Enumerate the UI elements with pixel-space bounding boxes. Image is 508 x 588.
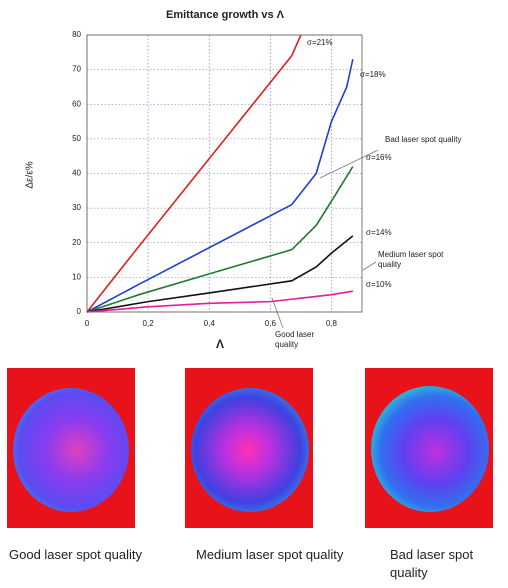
- series-label: σ=21%: [307, 38, 333, 47]
- y-tick-label: 30: [72, 203, 81, 212]
- x-tick-label: 0,8: [326, 319, 338, 328]
- series-label: σ=10%: [366, 280, 392, 289]
- chart: Emittance growth vs Λ Λ Δε/ε% 0 10 20 30 40 5…: [0, 0, 508, 360]
- y-tick-label: 40: [72, 169, 81, 178]
- x-tick-label: 0,6: [265, 319, 277, 328]
- series-line: [87, 236, 353, 312]
- page: Emittance growth vs Λ Λ Δε/ε% 0 10 20 30 40 5…: [0, 0, 508, 588]
- x-tick-label: 0: [85, 319, 90, 328]
- annotation: Medium laser spot quality: [378, 250, 460, 270]
- y-tick-label: 80: [72, 30, 81, 39]
- laser-spot-image: [185, 368, 313, 528]
- x-axis-label: Λ: [216, 337, 224, 351]
- y-tick-label: 20: [72, 238, 81, 247]
- y-axis-label: Δε/ε%: [25, 161, 36, 188]
- image-caption: Good laser spot quality: [9, 546, 149, 564]
- laser-spot-image: [365, 368, 493, 528]
- x-tick-label: 0,4: [204, 319, 216, 328]
- series-label: σ=18%: [360, 70, 386, 79]
- x-tick-label: 0,2: [143, 319, 155, 328]
- series-line: [87, 291, 353, 312]
- laser-spot-image: [7, 368, 135, 528]
- annotation: Bad laser spot quality: [385, 135, 465, 145]
- series-label: σ=16%: [366, 153, 392, 162]
- chart-title: Emittance growth vs Λ: [166, 9, 285, 21]
- pointer: [363, 262, 376, 270]
- y-tick-label: 10: [72, 272, 81, 281]
- y-tick-label: 50: [72, 134, 81, 143]
- image-caption: Bad laser spot quality: [390, 546, 500, 582]
- y-tick-label: 70: [72, 65, 81, 74]
- y-tick-label: 60: [72, 99, 81, 108]
- annotation: Good laser quality: [275, 330, 335, 350]
- image-caption: Medium laser spot quality: [196, 546, 346, 564]
- y-tick-label: 0: [77, 307, 82, 316]
- series-line: [87, 59, 353, 312]
- series-label: σ=14%: [366, 228, 392, 237]
